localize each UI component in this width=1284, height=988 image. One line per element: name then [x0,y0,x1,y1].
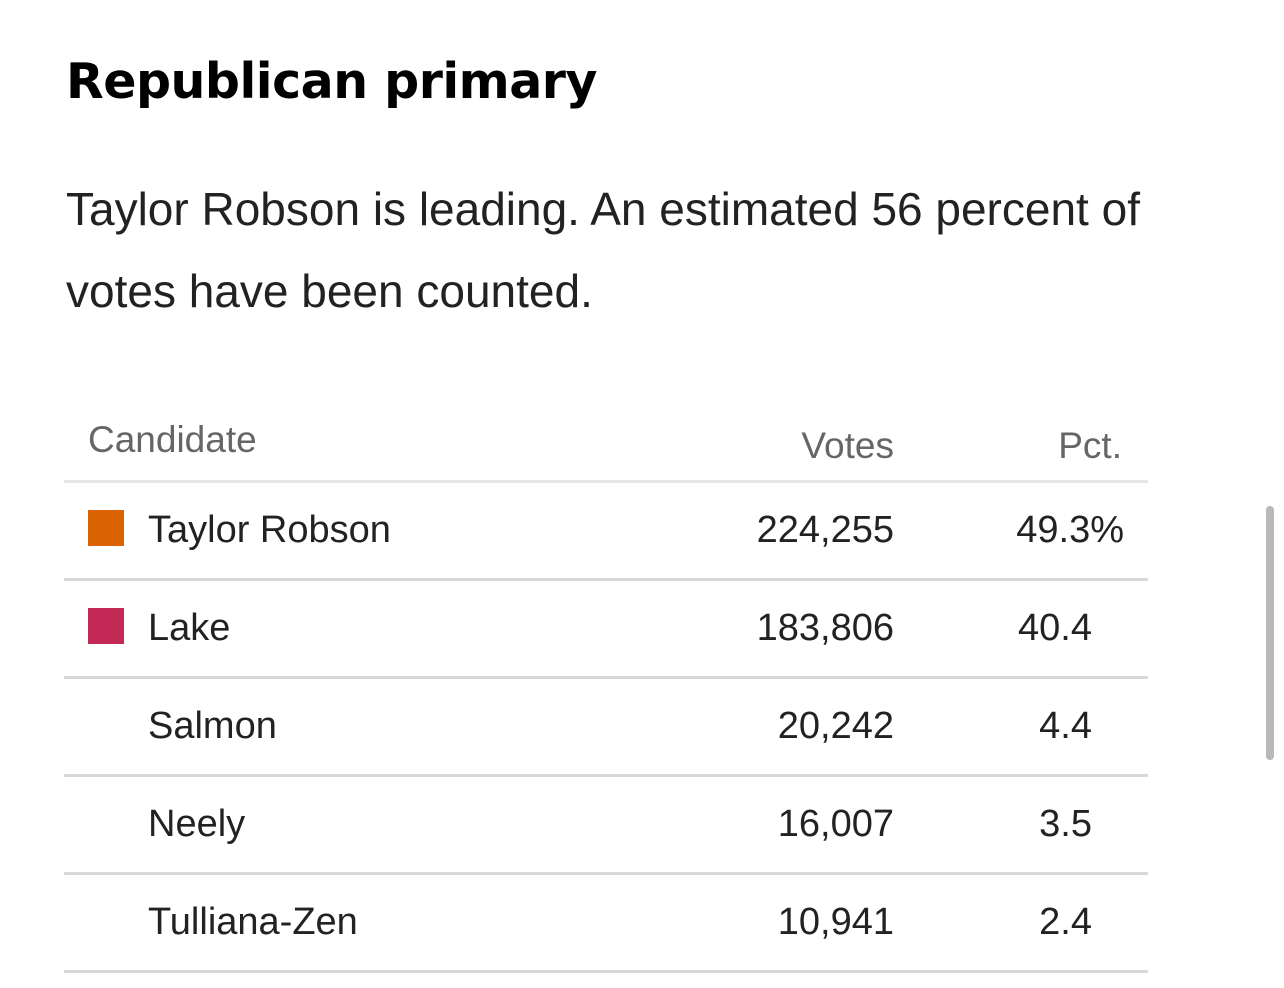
page-title: Republican primary [66,53,597,110]
table-row: Salmon 20,242 4.4 [64,679,1148,777]
vote-count: 183,806 [756,607,894,649]
candidate-name: Neely [148,803,246,845]
table-row: Taylor Robson 224,255 49.3% [64,483,1148,581]
vote-percent: 4.4 [1039,705,1092,747]
vote-count: 20,242 [777,705,894,747]
table-header: Candidate Votes Pct. [64,400,1148,483]
candidate-name: Taylor Robson [148,509,391,551]
vertical-scrollbar[interactable] [1266,506,1274,760]
vote-count: 10,941 [777,901,894,943]
candidate-name: Tulliana-Zen [148,901,358,943]
votes-column-header: Votes [801,425,894,466]
vote-count: 16,007 [777,803,894,845]
vote-percent: 3.5 [1039,803,1092,845]
results-table: Candidate Votes Pct. Taylor Robson 224,2… [64,400,1148,973]
vote-percent: 49.3% [1016,509,1124,551]
vote-percent: 40.4 [1018,607,1092,649]
table-row: Neely 16,007 3.5 [64,777,1148,875]
candidate-name: Salmon [148,705,277,747]
candidate-name: Lake [148,607,231,649]
candidate-column-header: Candidate [88,419,257,460]
table-row: Lake 183,806 40.4 [64,581,1148,679]
candidate-color-swatch [88,608,124,644]
pct-column-header: Pct. [1058,425,1122,466]
vote-percent: 2.4 [1039,901,1092,943]
results-summary: Taylor Robson is leading. An estimated 5… [66,183,1140,317]
vote-count: 224,255 [756,509,894,551]
candidate-color-swatch [88,510,124,546]
table-row: Tulliana-Zen 10,941 2.4 [64,875,1148,973]
